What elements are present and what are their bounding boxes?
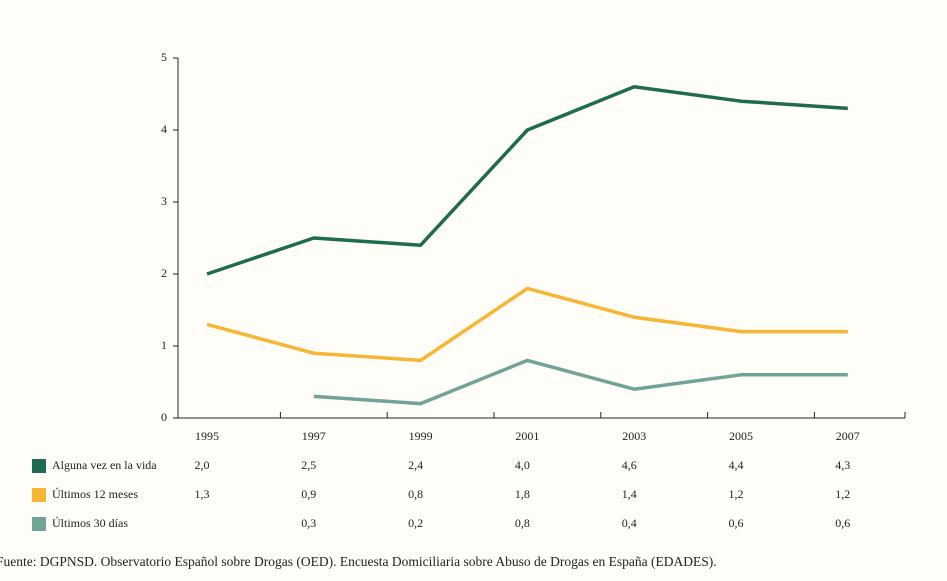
x-tick-label: 1997 (302, 429, 326, 443)
x-tick-label: 1995 (195, 429, 219, 443)
legend-swatch (32, 488, 46, 502)
table-value: 1,3 (195, 487, 210, 501)
legend-swatch (32, 459, 46, 473)
legend-label: Alguna vez en la vida (52, 458, 157, 472)
table-value: 0,9 (301, 487, 316, 501)
table-value: 1,8 (515, 487, 530, 501)
legend-label: Últimos 30 días (52, 516, 128, 530)
x-tick-label: 2007 (836, 429, 860, 443)
legend-label: Últimos 12 meses (52, 487, 138, 501)
y-tick-label: 5 (161, 50, 167, 64)
series-line (206, 85, 848, 276)
x-tick-label: 1999 (409, 429, 433, 443)
y-tick-label: 0 (161, 410, 167, 424)
table-value: 0,8 (408, 487, 423, 501)
table-value: 0,8 (515, 516, 530, 530)
table-value: 4,0 (515, 458, 530, 472)
table-value: 2,4 (408, 458, 423, 472)
series-line (206, 286, 848, 363)
table-value: 0,4 (622, 516, 637, 530)
table-value: 2,5 (301, 458, 316, 472)
table-value: 4,6 (622, 458, 637, 472)
x-tick-label: 2001 (515, 429, 539, 443)
y-tick-label: 3 (161, 194, 167, 208)
table-value: 1,2 (729, 487, 744, 501)
y-tick-label: 2 (161, 266, 167, 280)
table-value: 0,2 (408, 516, 423, 530)
table-value: 4,3 (835, 458, 850, 472)
table-value: 0,3 (301, 516, 316, 530)
legend-swatch (32, 517, 46, 531)
table-value: 2,0 (195, 458, 210, 472)
x-tick-label: 2005 (729, 429, 753, 443)
table-value: 0,6 (835, 516, 850, 530)
table-value: 1,4 (622, 487, 637, 501)
source-note: Fuente: DGPNSD. Observatorio Español sob… (0, 554, 717, 569)
table-value: 0,6 (729, 516, 744, 530)
table-value: 1,2 (835, 487, 850, 501)
table-value: 4,4 (729, 458, 744, 472)
series-line (313, 358, 848, 406)
x-tick-label: 2003 (622, 429, 646, 443)
y-tick-label: 1 (161, 338, 167, 352)
y-tick-label: 4 (161, 122, 167, 136)
